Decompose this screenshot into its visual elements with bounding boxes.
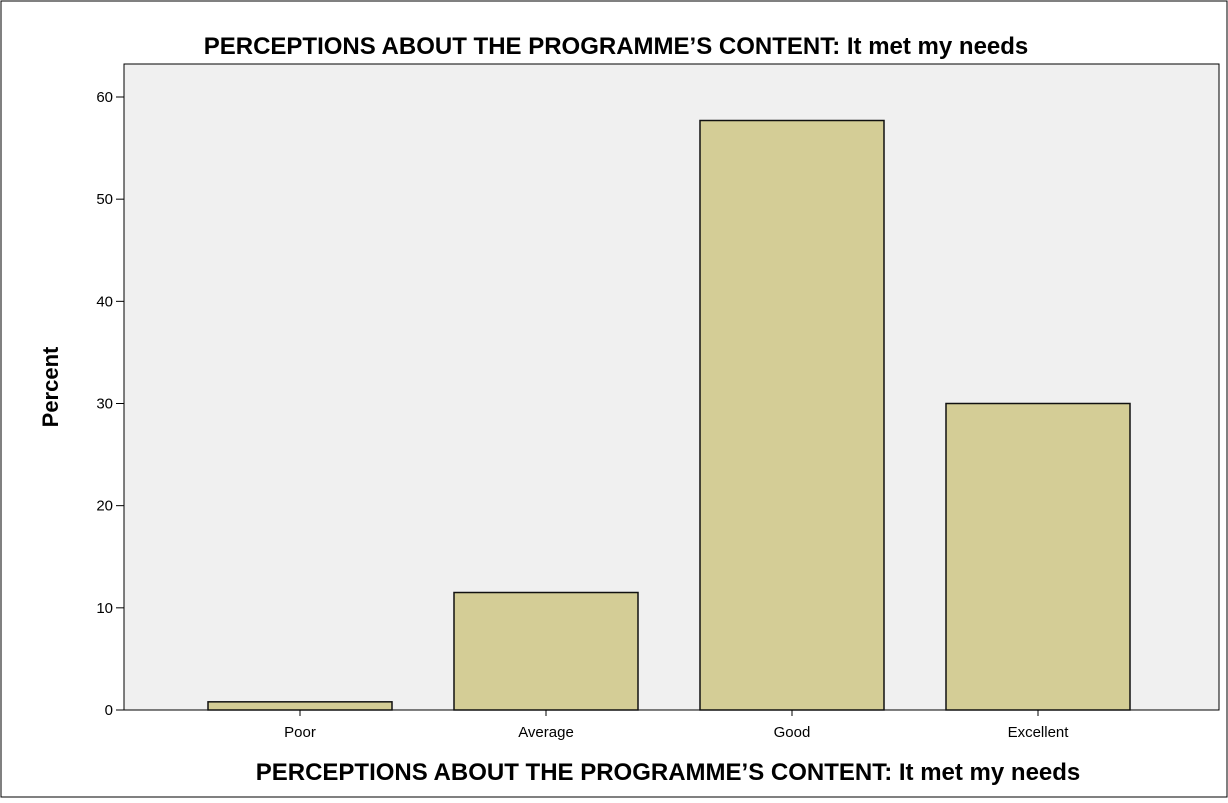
y-tick-label: 10 — [96, 600, 113, 617]
y-axis-label: Percent — [38, 346, 63, 427]
x-axis: Poor Average Good Excellent — [284, 710, 1069, 741]
bar-poor — [207, 701, 393, 711]
chart-title: PERCEPTIONS ABOUT THE PROGRAMME’S CONTEN… — [204, 33, 1029, 60]
x-tick-label: Good — [774, 724, 811, 741]
x-axis-label: PERCEPTIONS ABOUT THE PROGRAMME’S CONTEN… — [256, 759, 1081, 786]
x-tick-label: Excellent — [1008, 724, 1070, 741]
y-tick-label: 0 — [105, 702, 113, 719]
bar-good — [699, 119, 885, 711]
y-tick-label: 30 — [96, 396, 113, 413]
y-tick-label: 60 — [96, 89, 113, 106]
y-tick-label: 40 — [96, 293, 113, 310]
y-tick-label: 50 — [96, 191, 113, 208]
x-tick-label: Average — [518, 724, 574, 741]
bar-excellent — [945, 402, 1131, 711]
bar-average — [453, 591, 639, 711]
y-axis: 0 10 20 30 40 50 60 — [96, 89, 124, 719]
x-tick-label: Poor — [284, 724, 316, 741]
bars-group — [207, 119, 1131, 711]
y-tick-label: 20 — [96, 498, 113, 515]
